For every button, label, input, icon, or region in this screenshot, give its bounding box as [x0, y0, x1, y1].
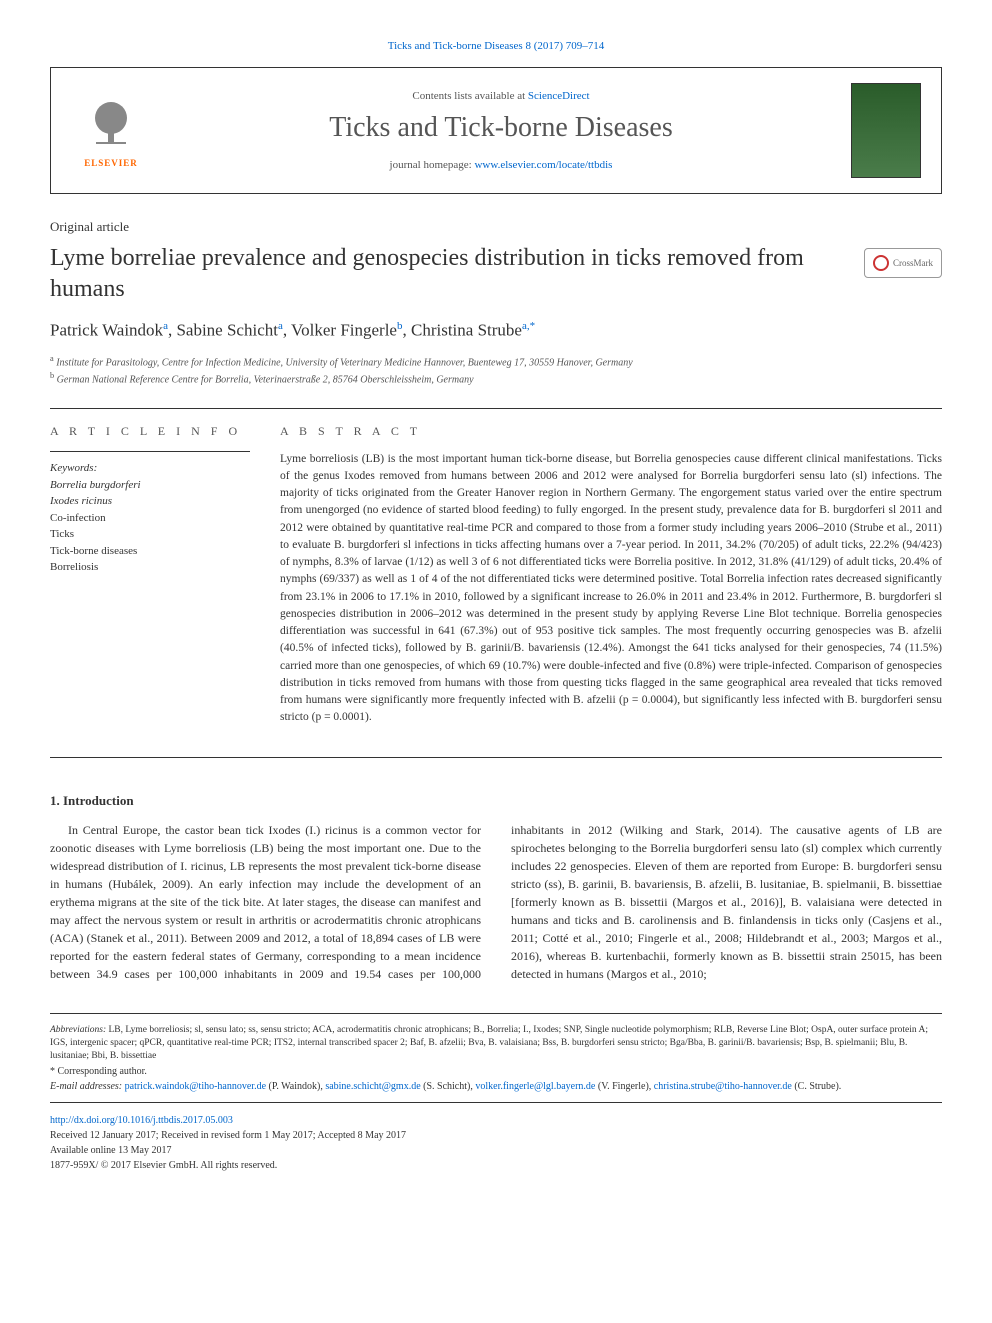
corresponding-author: * Corresponding author. — [50, 1064, 942, 1079]
divider-top — [50, 408, 942, 409]
footer: Abbreviations: LB, Lyme borreliosis; sl,… — [50, 1013, 942, 1173]
homepage-prefix: journal homepage: — [390, 159, 475, 171]
abbreviations-block: Abbreviations: LB, Lyme borreliosis; sl,… — [50, 1024, 942, 1064]
keyword-item: Tick-borne diseases — [50, 543, 250, 560]
sciencedirect-link[interactable]: ScienceDirect — [528, 90, 590, 102]
journal-homepage: journal homepage: www.elsevier.com/locat… — [151, 159, 851, 171]
abstract-text: Lyme borreliosis (LB) is the most import… — [280, 451, 942, 727]
email-link[interactable]: volker.fingerle@lgl.bayern.de — [475, 1081, 595, 1092]
doi-block: http://dx.doi.org/10.1016/j.ttbdis.2017.… — [50, 1113, 942, 1173]
received-line: Received 12 January 2017; Received in re… — [50, 1128, 942, 1143]
doi-link[interactable]: http://dx.doi.org/10.1016/j.ttbdis.2017.… — [50, 1115, 233, 1126]
email-link[interactable]: patrick.waindok@tiho-hannover.de — [125, 1081, 266, 1092]
abstract-heading: A B S T R A C T — [280, 424, 942, 439]
intro-para: In Central Europe, the castor bean tick … — [50, 821, 942, 983]
article-info-heading: A R T I C L E I N F O — [50, 424, 250, 439]
contents-prefix: Contents lists available at — [412, 90, 527, 102]
article-type: Original article — [50, 219, 942, 235]
affiliation-a: a Institute for Parasitology, Centre for… — [50, 353, 942, 370]
intro-section: 1. Introduction In Central Europe, the c… — [50, 793, 942, 983]
email-link[interactable]: sabine.schicht@gmx.de — [325, 1081, 420, 1092]
keywords-list: Borrelia burgdorferi Ixodes ricinus Co-i… — [50, 477, 250, 576]
elsevier-tree-icon — [81, 93, 141, 153]
authors-line: Patrick Waindoka, Sabine Schichta, Volke… — [50, 320, 942, 341]
article-info-col: A R T I C L E I N F O Keywords: Borrelia… — [50, 424, 250, 727]
abstract-col: A B S T R A C T Lyme borreliosis (LB) is… — [280, 424, 942, 727]
elsevier-logo[interactable]: ELSEVIER — [71, 86, 151, 176]
copyright-line: 1877-959X/ © 2017 Elsevier GmbH. All rig… — [50, 1158, 942, 1173]
footer-divider — [50, 1102, 942, 1103]
available-line: Available online 13 May 2017 — [50, 1143, 942, 1158]
affiliation-b: b German National Reference Centre for B… — [50, 370, 942, 387]
intro-columns: In Central Europe, the castor bean tick … — [50, 821, 942, 983]
contents-line: Contents lists available at ScienceDirec… — [151, 90, 851, 102]
email-label: E-mail addresses: — [50, 1081, 122, 1092]
info-divider — [50, 451, 250, 452]
journal-title: Ticks and Tick-borne Diseases — [151, 112, 851, 144]
header-citation[interactable]: Ticks and Tick-borne Diseases 8 (2017) 7… — [50, 40, 942, 52]
keywords-label: Keywords: — [50, 462, 250, 474]
content-row: A R T I C L E I N F O Keywords: Borrelia… — [50, 424, 942, 727]
journal-cover-image[interactable] — [851, 83, 921, 178]
article-title: Lyme borreliae prevalence and genospecie… — [50, 243, 864, 305]
intro-col1-text: In Central Europe, the castor bean tick … — [50, 823, 481, 963]
keyword-item: Borrelia burgdorferi — [50, 477, 250, 494]
keyword-item: Ticks — [50, 526, 250, 543]
email-link[interactable]: christina.strube@tiho-hannover.de — [654, 1081, 792, 1092]
title-row: Lyme borreliae prevalence and genospecie… — [50, 243, 942, 320]
affiliation-a-text: Institute for Parasitology, Centre for I… — [56, 357, 632, 368]
divider-bottom — [50, 757, 942, 758]
crossmark-label: CrossMark — [893, 258, 933, 268]
elsevier-label: ELSEVIER — [84, 158, 138, 168]
abbrev-label: Abbreviations: — [50, 1025, 106, 1035]
header-center: Contents lists available at ScienceDirec… — [151, 90, 851, 171]
keyword-item: Co-infection — [50, 510, 250, 527]
crossmark-icon — [873, 255, 889, 271]
keyword-item: Ixodes ricinus — [50, 493, 250, 510]
header-box: ELSEVIER Contents lists available at Sci… — [50, 67, 942, 194]
keyword-item: Borreliosis — [50, 559, 250, 576]
intro-heading: 1. Introduction — [50, 793, 942, 809]
crossmark-badge[interactable]: CrossMark — [864, 248, 942, 278]
homepage-link[interactable]: www.elsevier.com/locate/ttbdis — [474, 159, 612, 171]
affiliations: a Institute for Parasitology, Centre for… — [50, 353, 942, 388]
abbrev-text: LB, Lyme borreliosis; sl, sensu lato; ss… — [50, 1025, 928, 1062]
emails-row: E-mail addresses: patrick.waindok@tiho-h… — [50, 1079, 942, 1094]
affiliation-b-text: German National Reference Centre for Bor… — [57, 375, 474, 386]
